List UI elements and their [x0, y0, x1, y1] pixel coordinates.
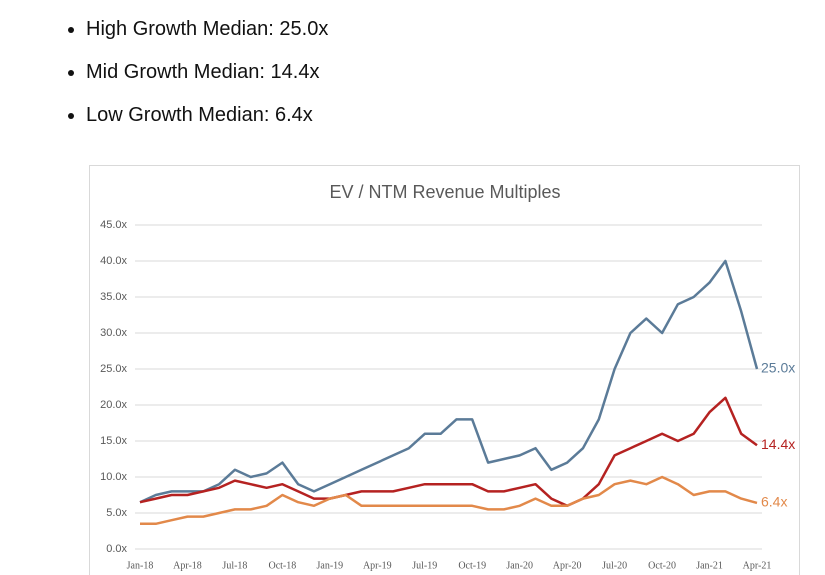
bullet: High Growth Median: 25.0x — [86, 8, 328, 51]
x-tick-label: Apr-19 — [363, 560, 392, 571]
x-tick-label: Oct-20 — [648, 560, 676, 571]
x-tick-label: Oct-18 — [268, 560, 296, 571]
x-tick-label: Oct-19 — [458, 560, 486, 571]
y-tick-label: 20.0x — [100, 399, 127, 411]
chart-frame — [89, 165, 800, 575]
y-tick-label: 25.0x — [100, 363, 127, 375]
x-tick-label: Apr-20 — [553, 560, 582, 571]
series-line — [140, 475, 758, 526]
bullet: Low Growth Median: 6.4x — [86, 94, 328, 137]
y-tick-label: 35.0x — [100, 291, 127, 303]
series-line — [139, 396, 758, 508]
x-tick-label: Jan-20 — [506, 560, 533, 571]
x-tick-label: Jan-19 — [317, 560, 344, 571]
end-label: 14.4x — [761, 436, 795, 452]
x-tick-label: Apr-18 — [173, 560, 202, 571]
x-tick-label: Apr-21 — [743, 560, 772, 571]
end-label: 6.4x — [761, 494, 787, 510]
y-tick-label: 30.0x — [100, 327, 127, 339]
bullet-list: High Growth Median: 25.0x Mid Growth Med… — [38, 8, 328, 137]
end-label: 25.0x — [761, 360, 795, 376]
y-tick-label: 0.0x — [106, 543, 127, 555]
series-line — [139, 259, 759, 504]
y-tick-label: 45.0x — [100, 219, 127, 231]
x-tick-label: Jul-19 — [412, 560, 437, 571]
chart-title: EV / NTM Revenue Multiples — [329, 182, 560, 202]
x-tick-label: Jan-21 — [696, 560, 723, 571]
y-tick-label: 40.0x — [100, 255, 127, 267]
x-tick-label: Jan-18 — [127, 560, 154, 571]
bullet: Mid Growth Median: 14.4x — [86, 51, 328, 94]
x-tick-label: Jul-20 — [602, 560, 627, 571]
y-tick-label: 10.0x — [100, 471, 127, 483]
x-tick-label: Jul-18 — [222, 560, 247, 571]
y-tick-label: 5.0x — [106, 507, 127, 519]
y-tick-label: 15.0x — [100, 435, 127, 447]
